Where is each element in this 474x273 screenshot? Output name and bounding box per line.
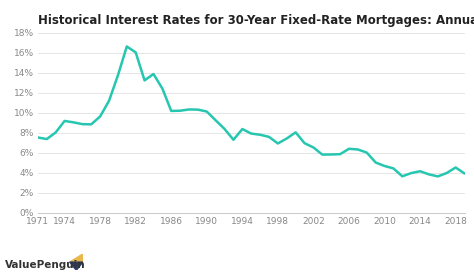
Polygon shape [70, 254, 83, 262]
Text: Historical Interest Rates for 30-Year Fixed-Rate Mortgages: Annual Averages, 197: Historical Interest Rates for 30-Year Fi… [38, 14, 474, 27]
Polygon shape [70, 262, 83, 270]
Text: ValuePenguin: ValuePenguin [5, 260, 85, 270]
